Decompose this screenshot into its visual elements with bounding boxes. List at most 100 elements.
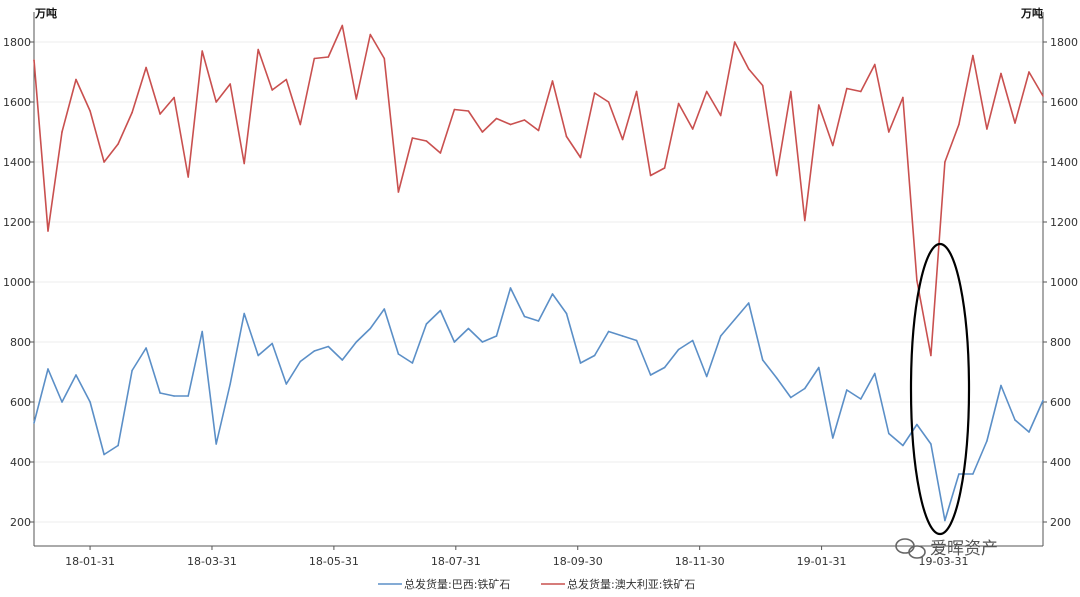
data-point-s1 xyxy=(355,98,358,100)
watermark-text: 爱晖资产 xyxy=(930,539,998,559)
data-point-s0 xyxy=(860,398,862,400)
y-tick-label-right: 400 xyxy=(1050,456,1071,469)
data-point-s1 xyxy=(425,140,428,142)
data-point-s1 xyxy=(846,87,848,90)
data-point-s1 xyxy=(1014,122,1016,124)
data-point-s1 xyxy=(187,176,189,178)
data-point-s0 xyxy=(495,335,498,337)
data-point-s0 xyxy=(75,374,77,376)
data-point-s1 xyxy=(453,108,456,111)
data-point-s1 xyxy=(902,96,904,99)
data-point-s1 xyxy=(972,54,974,57)
data-point-s1 xyxy=(145,66,147,69)
data-point-s1 xyxy=(47,230,49,232)
data-point-s0 xyxy=(481,341,484,343)
data-point-s1 xyxy=(201,50,203,52)
y-tick-label-left: 400 xyxy=(10,456,31,469)
data-point-s1 xyxy=(117,143,119,145)
data-point-s0 xyxy=(677,348,680,351)
data-point-s0 xyxy=(201,330,203,333)
data-point-s1 xyxy=(173,96,175,99)
data-point-s1 xyxy=(593,92,596,94)
data-point-s1 xyxy=(790,90,792,93)
data-point-s0 xyxy=(327,345,330,348)
data-point-s0 xyxy=(33,422,35,424)
data-point-s1 xyxy=(313,57,316,60)
axes: 200 200 400 400 600 600 800 800 1000 1000 1200 1200… xyxy=(3,12,1078,568)
data-point-s1 xyxy=(1028,71,1030,73)
data-point-s1 xyxy=(285,78,288,81)
data-point-s1 xyxy=(257,48,260,51)
data-point-s0 xyxy=(509,287,512,289)
data-point-s1 xyxy=(397,191,400,193)
data-point-s1 xyxy=(649,174,652,177)
x-tick-label: 18-05-31 xyxy=(309,555,359,568)
data-point-s0 xyxy=(818,366,820,369)
data-point-s0 xyxy=(187,395,189,397)
data-point-s1 xyxy=(327,56,330,58)
data-point-s0 xyxy=(958,473,960,475)
data-point-s0 xyxy=(1028,431,1030,433)
x-tick-label: 18-11-30 xyxy=(675,555,725,568)
data-point-s1 xyxy=(677,102,680,105)
data-point-s0 xyxy=(61,401,63,403)
data-point-s1 xyxy=(635,90,638,93)
data-point-s0 xyxy=(593,354,596,357)
data-point-s1 xyxy=(411,137,414,139)
data-point-s0 xyxy=(635,339,638,342)
data-point-s0 xyxy=(944,519,946,522)
data-point-s0 xyxy=(1014,419,1016,421)
data-point-s1 xyxy=(495,117,498,120)
right-axis-unit: 万吨 xyxy=(1020,6,1043,20)
y-tick-label-right: 1800 xyxy=(1050,36,1078,49)
data-point-s1 xyxy=(874,63,876,66)
data-point-s1 xyxy=(930,354,932,357)
data-point-s0 xyxy=(747,302,750,304)
left-axis-unit: 万吨 xyxy=(34,6,57,20)
data-point-s0 xyxy=(467,327,470,330)
watermark: 爱晖资产 xyxy=(895,538,998,559)
x-tick-label: 18-01-31 xyxy=(65,555,115,568)
data-point-s0 xyxy=(733,318,736,321)
data-point-s1 xyxy=(215,101,217,103)
data-point-s1 xyxy=(467,110,470,112)
data-point-s0 xyxy=(621,335,624,337)
data-point-s0 xyxy=(1000,384,1002,387)
x-tick-label: 18-07-31 xyxy=(431,555,481,568)
data-point-s0 xyxy=(229,383,231,385)
series-line-1 xyxy=(33,24,1044,357)
y-tick-label-right: 200 xyxy=(1050,516,1071,529)
data-point-s1 xyxy=(481,131,484,133)
data-point-s0 xyxy=(271,342,274,345)
data-point-s0 xyxy=(453,341,456,343)
data-point-s1 xyxy=(775,174,778,177)
data-point-s1 xyxy=(958,123,960,126)
data-point-s0 xyxy=(131,369,133,372)
y-tick-label-left: 200 xyxy=(10,516,31,529)
data-point-s1 xyxy=(243,162,245,165)
data-point-s1 xyxy=(509,123,512,126)
data-point-s0 xyxy=(89,401,91,403)
data-point-s0 xyxy=(607,330,610,333)
data-point-s0 xyxy=(117,444,119,447)
data-point-s0 xyxy=(579,362,582,364)
series-line-0 xyxy=(33,287,1044,522)
data-point-s0 xyxy=(986,440,988,442)
data-point-s1 xyxy=(1000,72,1002,75)
data-point-s0 xyxy=(173,395,175,397)
data-point-s1 xyxy=(103,161,105,163)
y-tick-label-right: 1400 xyxy=(1050,156,1078,169)
data-point-s0 xyxy=(411,362,414,364)
highlight-ellipse xyxy=(909,242,971,536)
data-point-s0 xyxy=(383,308,386,310)
x-tick-label: 19-01-31 xyxy=(797,555,847,568)
y-tick-label-left: 600 xyxy=(10,396,31,409)
data-point-s0 xyxy=(523,315,526,318)
data-point-s1 xyxy=(523,119,526,121)
data-point-s1 xyxy=(860,90,862,93)
data-point-s0 xyxy=(551,293,554,295)
data-point-s0 xyxy=(1042,399,1044,402)
data-point-s0 xyxy=(243,312,245,315)
data-point-s1 xyxy=(369,33,372,36)
